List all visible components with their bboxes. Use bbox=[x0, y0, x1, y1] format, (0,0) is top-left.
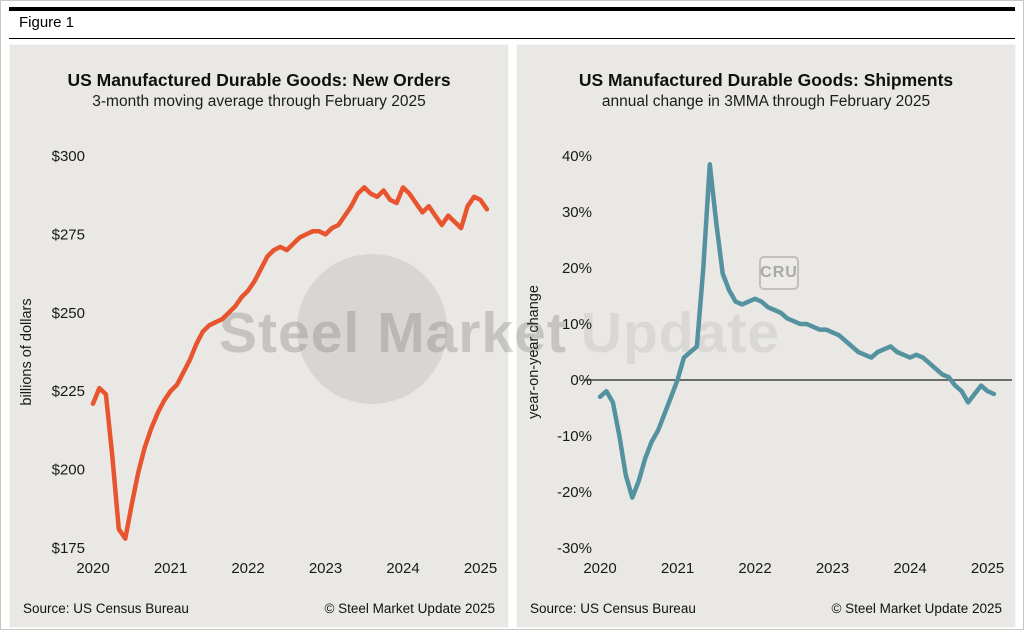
svg-text:2023: 2023 bbox=[816, 560, 849, 577]
svg-text:2024: 2024 bbox=[386, 560, 419, 577]
svg-text:year-on-year change: year-on-year change bbox=[526, 285, 542, 419]
svg-text:2023: 2023 bbox=[309, 560, 342, 577]
new-orders-line-chart: $175 $200 $225 $250 $275 $300 2020 2021 2022 2023… bbox=[19, 148, 497, 577]
new-orders-chart-title: US Manufactured Durable Goods: New Order… bbox=[67, 70, 451, 90]
svg-text:2020: 2020 bbox=[76, 560, 109, 577]
svg-text:2022: 2022 bbox=[738, 560, 771, 577]
shipments-chart-title: US Manufactured Durable Goods: Shipments bbox=[578, 70, 954, 90]
svg-text:$225: $225 bbox=[52, 383, 85, 400]
new-orders-chart-subtitle: 3-month moving average through February … bbox=[92, 93, 426, 110]
svg-text:-10%: -10% bbox=[557, 428, 592, 445]
svg-text:2020: 2020 bbox=[583, 560, 616, 577]
svg-text:10%: 10% bbox=[562, 316, 592, 333]
svg-text:$200: $200 bbox=[52, 462, 85, 479]
shipments-panel-background bbox=[516, 44, 1016, 628]
svg-text:2024: 2024 bbox=[893, 560, 926, 577]
new-orders-copyright-note: © Steel Market Update 2025 bbox=[324, 601, 495, 616]
svg-text:$275: $275 bbox=[52, 226, 85, 243]
svg-text:2025: 2025 bbox=[971, 560, 1004, 577]
shipments-copyright-note: © Steel Market Update 2025 bbox=[831, 601, 1002, 616]
svg-text:billions of dollars: billions of dollars bbox=[19, 298, 35, 405]
svg-text:40%: 40% bbox=[562, 148, 592, 165]
shipments-footer: Source: US Census Bureau © Steel Market … bbox=[530, 601, 1002, 616]
svg-text:-20%: -20% bbox=[557, 484, 592, 501]
figure-label: Figure 1 bbox=[19, 14, 75, 31]
new-orders-source-note: Source: US Census Bureau bbox=[23, 601, 189, 616]
svg-text:0%: 0% bbox=[570, 372, 592, 389]
cru-logo-icon: CRU bbox=[759, 256, 799, 290]
svg-text:$300: $300 bbox=[52, 148, 85, 165]
svg-text:$175: $175 bbox=[52, 540, 85, 557]
svg-text:20%: 20% bbox=[562, 260, 592, 277]
svg-text:2025: 2025 bbox=[464, 560, 497, 577]
figure-header: Figure 1 bbox=[9, 7, 1015, 39]
svg-text:-30%: -30% bbox=[557, 540, 592, 557]
svg-text:2021: 2021 bbox=[154, 560, 187, 577]
svg-text:$250: $250 bbox=[52, 305, 85, 322]
new-orders-footer: Source: US Census Bureau © Steel Market … bbox=[23, 601, 495, 616]
shipments-chart-panel: US Manufactured Durable Goods: Shipments… bbox=[516, 44, 1016, 628]
svg-text:30%: 30% bbox=[562, 204, 592, 221]
shipments-chart-subtitle: annual change in 3MMA through February 2… bbox=[601, 93, 931, 110]
new-orders-chart-panel: US Manufactured Durable Goods: New Order… bbox=[9, 44, 509, 628]
new-orders-panel-background bbox=[9, 44, 509, 628]
shipments-source-note: Source: US Census Bureau bbox=[530, 601, 696, 616]
svg-text:2022: 2022 bbox=[231, 560, 264, 577]
svg-text:2021: 2021 bbox=[661, 560, 694, 577]
shipments-line-chart: -30% -20% -10% 0% 10% 20% 30% 40% 2020 2021 2022 20… bbox=[526, 148, 1012, 577]
